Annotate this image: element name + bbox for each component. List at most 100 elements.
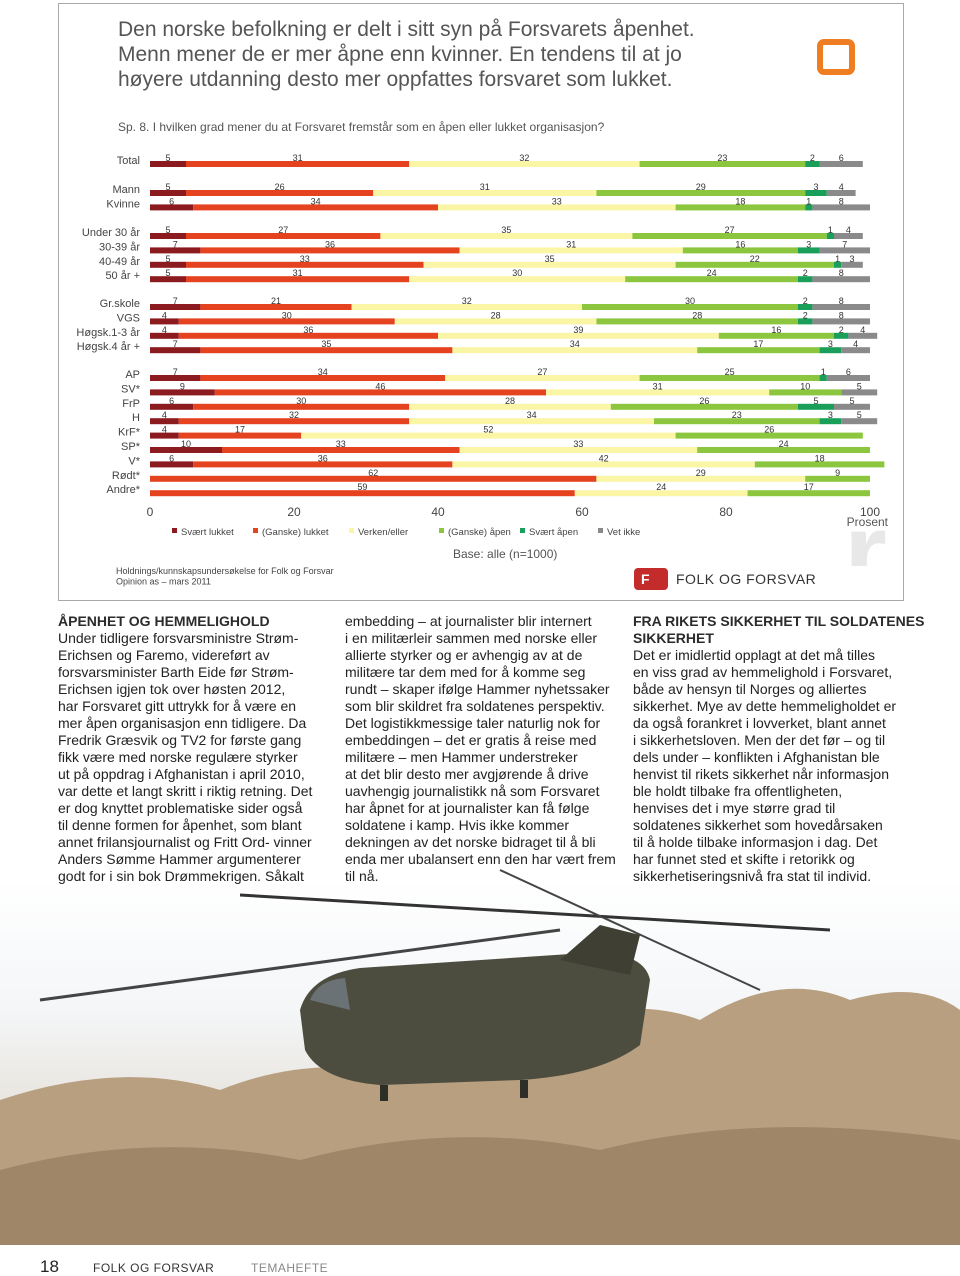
- value-label: 35: [501, 225, 511, 235]
- value-label: 18: [735, 196, 745, 206]
- text-column: embedding – at journalister blir interne…: [345, 613, 630, 885]
- bar-segment: [697, 447, 870, 453]
- value-label: 5: [165, 254, 170, 264]
- bar-segment: [200, 347, 453, 354]
- text-line: godt for i sin bok Drømmekrigen. Såkalt: [58, 868, 304, 884]
- value-label: 42: [599, 453, 609, 463]
- value-label: 6: [169, 196, 174, 206]
- text-line: annet frilansjournalist og Fritt Ord- vi…: [58, 834, 312, 850]
- category-label: KrF*: [118, 427, 141, 439]
- bar-segment: [409, 403, 611, 410]
- text-line: har Forsvaret gitt uttrykk for å være en: [58, 698, 297, 714]
- bar-segment: [639, 375, 820, 381]
- legend-label: Svært lukket: [181, 527, 234, 538]
- text-line: sikkerhet. Mye av dette hemmeligholdet e…: [633, 698, 897, 714]
- bar-segment: [178, 332, 439, 339]
- bar-segment: [574, 490, 748, 497]
- bar-segment: [178, 318, 395, 325]
- bar-segment: [150, 190, 186, 196]
- legend-label: (Ganske) åpen: [448, 527, 511, 538]
- text-line: har funnet sted et skifte i retorikk og: [633, 851, 855, 867]
- text-line: henvist til rikets sikkerhet når informa…: [633, 766, 889, 782]
- value-label: 6: [169, 396, 174, 406]
- value-label: 29: [696, 468, 706, 478]
- category-label: 30-39 år: [99, 241, 140, 253]
- bar-segment: [819, 418, 842, 425]
- value-label: 17: [804, 482, 814, 492]
- value-label: 34: [311, 196, 321, 206]
- bar-segment: [819, 375, 827, 381]
- bar-segment: [438, 332, 719, 339]
- value-label: 28: [692, 310, 702, 320]
- value-label: 34: [527, 410, 537, 420]
- value-label: 36: [325, 239, 335, 249]
- value-label: 16: [735, 239, 745, 249]
- x-tick-label: 20: [287, 505, 301, 519]
- x-tick-label: 100: [860, 505, 880, 519]
- value-label: 34: [318, 367, 328, 377]
- bar-segment: [639, 161, 806, 167]
- category-label: AP: [125, 369, 140, 381]
- bar-segment: [841, 347, 870, 354]
- category-label: Gr.skole: [100, 298, 140, 310]
- value-label: 4: [162, 310, 167, 320]
- bar-segment: [150, 304, 201, 310]
- bar-segment: [150, 403, 194, 410]
- bar-segment: [150, 276, 186, 283]
- bar-segment: [301, 432, 676, 439]
- value-label: 30: [512, 268, 522, 278]
- value-label: 1: [828, 225, 833, 235]
- value-label: 1: [835, 254, 840, 264]
- bar-segment: [675, 432, 863, 439]
- bar-segment: [582, 304, 798, 310]
- bar-segment: [409, 418, 654, 425]
- x-tick-label: 60: [575, 505, 589, 519]
- value-label: 32: [519, 153, 529, 163]
- value-label: 8: [839, 196, 844, 206]
- logo-text: FOLK OG FORSVAR: [676, 571, 816, 587]
- section: TEMAHEFTE: [251, 1261, 328, 1275]
- category-label: Rødt*: [112, 470, 141, 482]
- value-label: 27: [725, 225, 735, 235]
- text-line: militære – men Hammer understreker: [345, 749, 578, 765]
- bar-segment: [186, 233, 381, 239]
- footer-logo: F: [630, 566, 900, 592]
- bar-segment: [394, 318, 597, 325]
- text-line: til denne formen for åpenhet, som blant: [58, 817, 302, 833]
- bar-segment: [805, 190, 827, 196]
- legend-swatch: [253, 528, 258, 533]
- bar-segment: [812, 204, 870, 211]
- text-line: Det logistikkmessige taler naturlig nok …: [345, 715, 601, 731]
- value-label: 31: [293, 268, 303, 278]
- value-label: 4: [860, 325, 865, 335]
- category-label: VGS: [117, 312, 140, 324]
- bar-segment: [186, 276, 410, 283]
- bar-segment: [214, 389, 547, 396]
- legend-label: (Ganske) lukket: [262, 527, 329, 538]
- value-label: 3: [828, 339, 833, 349]
- text-line: dels under – konflikten i Afghanistan bl…: [633, 749, 880, 765]
- bar-segment: [826, 375, 870, 381]
- value-label: 4: [839, 182, 844, 192]
- category-label: SV*: [121, 383, 141, 395]
- value-label: 8: [839, 310, 844, 320]
- value-label: 5: [813, 396, 818, 406]
- bar-segment: [812, 318, 870, 325]
- value-label: 29: [696, 182, 706, 192]
- value-label: 23: [732, 410, 742, 420]
- value-label: 36: [303, 325, 313, 335]
- value-label: 5: [165, 268, 170, 278]
- bar-segment: [150, 475, 597, 482]
- text-column: FRA RIKETS SIKKERHET TIL SOLDATENES SIKKE…: [633, 613, 924, 885]
- bar-segment: [150, 490, 575, 497]
- bar-segment: [459, 247, 683, 254]
- text-column: ÅPENHET OG HEMMELIGHOLD Under tidligere f…: [58, 613, 343, 885]
- text-line: rundt – skaper ifølge Hammer nyhetssaker: [345, 681, 610, 697]
- bar-segment: [632, 233, 827, 239]
- value-label: 30: [685, 296, 695, 306]
- bar-segment: [826, 233, 834, 239]
- value-label: 62: [368, 468, 378, 478]
- bar-segment: [186, 190, 374, 196]
- bar-segment: [546, 389, 770, 396]
- value-label: 5: [857, 410, 862, 420]
